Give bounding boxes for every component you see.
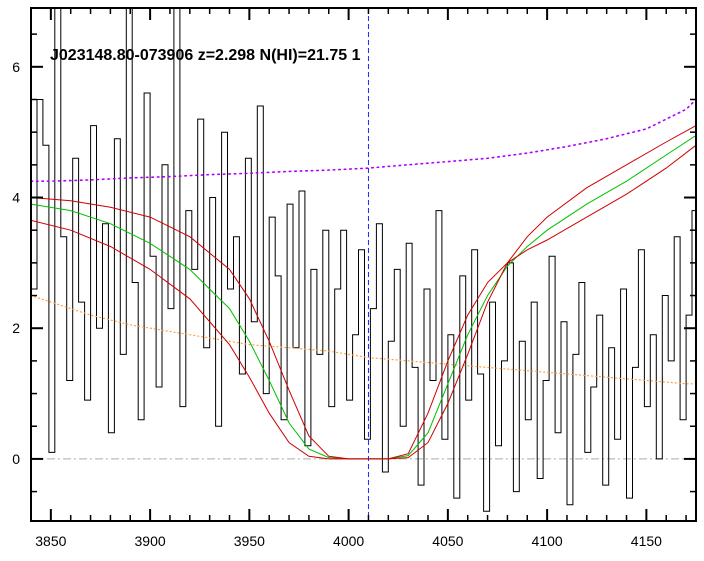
x-tick-label: 3850 <box>35 533 66 549</box>
x-tick-label: 4000 <box>333 533 364 549</box>
x-tick-label: 4100 <box>532 533 563 549</box>
x-tick-label: 4150 <box>631 533 662 549</box>
continuum-fit-line <box>31 98 696 182</box>
x-tick-label: 4050 <box>432 533 463 549</box>
error-spectrum-line <box>31 294 696 385</box>
chart-title: J023148.80-073906 z=2.298 N(HI)=21.75 1 <box>50 47 361 64</box>
y-tick-label: 2 <box>12 320 20 336</box>
y-tick-label: 6 <box>12 59 20 75</box>
dla-upper-bound-line <box>31 125 696 460</box>
dla-model-line <box>31 134 696 460</box>
x-tick-label: 3900 <box>135 533 166 549</box>
dla-lower-bound-line <box>31 144 696 460</box>
x-tick-label: 3950 <box>234 533 265 549</box>
y-tick-label: 0 <box>12 451 20 467</box>
plot-frame <box>30 7 697 522</box>
y-tick-label: 4 <box>12 190 20 206</box>
flux-spectrum-line <box>31 8 696 512</box>
